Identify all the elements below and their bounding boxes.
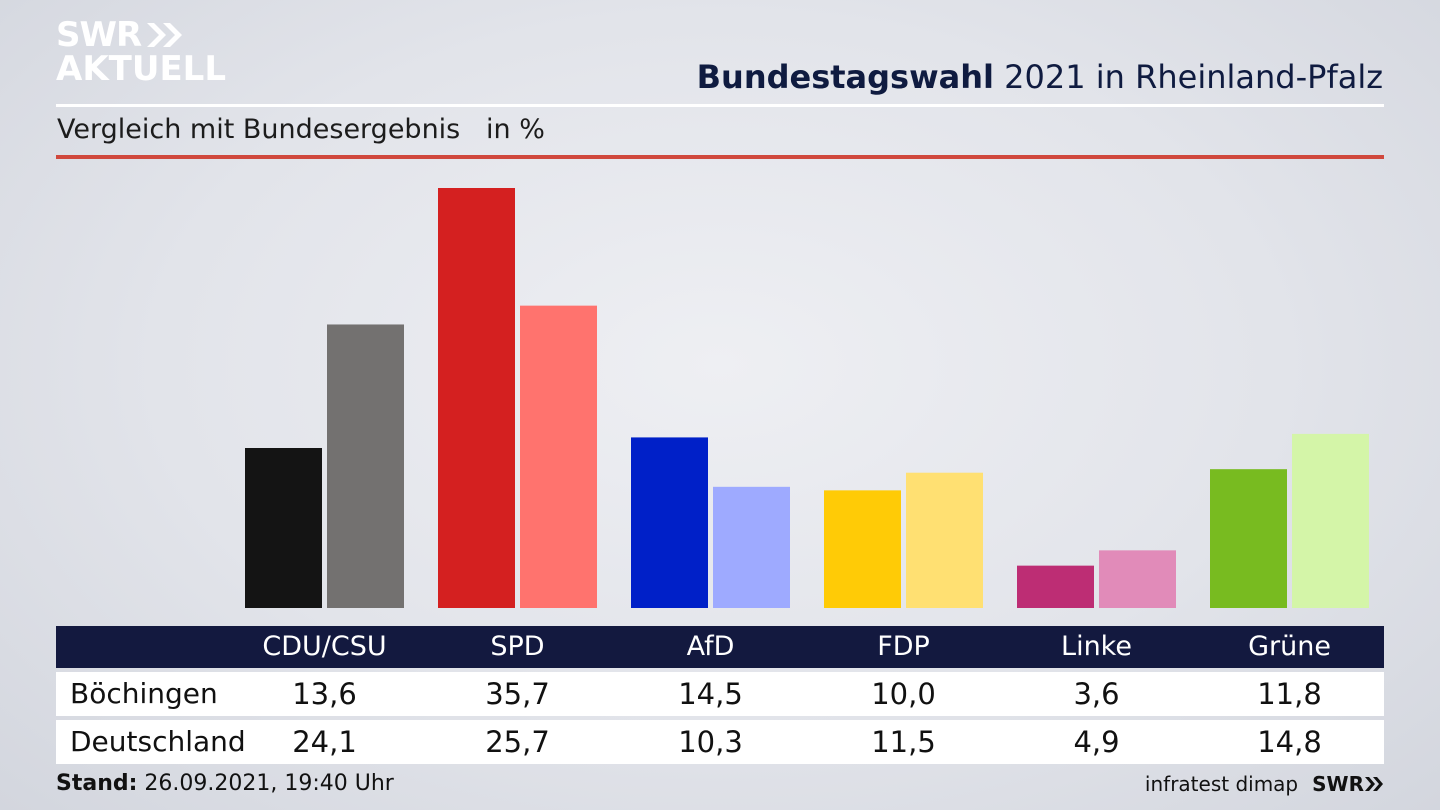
swr-aktuell-logo: SWR AKTUELL bbox=[56, 18, 226, 86]
value-cdu-csu-b-chingen: 13,6 bbox=[292, 677, 357, 711]
table-row-boechingen: Böchingen 13,6 35,7 14,5 10,0 3,6 11,8 bbox=[56, 672, 1384, 716]
table-row-deutschland: Deutschland 24,1 25,7 10,3 11,5 4,9 14,8 bbox=[56, 720, 1384, 764]
table-header-row: CDU/CSU SPD AfD FDP Linke Grüne bbox=[56, 626, 1384, 668]
logo-line1: SWR bbox=[56, 15, 142, 55]
value-gr-ne-b-chingen: 11,8 bbox=[1257, 677, 1322, 711]
value-linke-deutschland: 4,9 bbox=[1073, 725, 1120, 759]
bar-gr-ne-deutschland bbox=[1292, 433, 1369, 608]
double-chevron-icon bbox=[1365, 777, 1383, 791]
stand-label: Stand: bbox=[56, 771, 138, 796]
logo-line2: AKTUELL bbox=[56, 49, 227, 89]
value-linke-b-chingen: 3,6 bbox=[1073, 677, 1120, 711]
source-credit: infratest dimap SWR bbox=[1145, 772, 1384, 796]
bar-cdu-csu-deutschland bbox=[327, 324, 404, 608]
bar-afd-deutschland bbox=[713, 486, 790, 608]
header-divider bbox=[56, 104, 1384, 107]
chart-title: Bundestagswahl 2021 in Rheinland-Pfalz bbox=[697, 58, 1383, 96]
value-fdp-b-chingen: 10,0 bbox=[871, 677, 936, 711]
value-afd-deutschland: 10,3 bbox=[678, 725, 743, 759]
results-table: CDU/CSU SPD AfD FDP Linke Grüne Böchingen 13,… bbox=[56, 626, 1384, 764]
bar-afd-b-chingen bbox=[631, 437, 708, 608]
chart-subtitle: Vergleich mit Bundesergebnis in % bbox=[57, 114, 545, 145]
row-label: Deutschland bbox=[70, 725, 246, 758]
column-header-spd: SPD bbox=[490, 631, 545, 662]
column-header-afd: AfD bbox=[686, 631, 735, 662]
value-spd-deutschland: 25,7 bbox=[485, 725, 550, 759]
double-chevron-icon bbox=[147, 23, 183, 47]
bar-spd-b-chingen bbox=[438, 188, 515, 608]
subtitle-divider bbox=[56, 155, 1384, 159]
footer-swr-logo: SWR bbox=[1312, 772, 1384, 796]
bar-cdu-csu-b-chingen bbox=[245, 448, 322, 608]
bar-fdp-b-chingen bbox=[824, 490, 901, 608]
title-bold: Bundestagswahl bbox=[696, 58, 994, 96]
value-spd-b-chingen: 35,7 bbox=[485, 677, 550, 711]
bar-spd-deutschland bbox=[520, 305, 597, 608]
column-header-fdp: FDP bbox=[877, 631, 930, 662]
column-header-linke: Linke bbox=[1061, 631, 1132, 662]
bar-linke-deutschland bbox=[1099, 550, 1176, 608]
bar-gr-ne-b-chingen bbox=[1210, 469, 1287, 608]
value-fdp-deutschland: 11,5 bbox=[871, 725, 936, 759]
source-name: infratest dimap bbox=[1144, 772, 1299, 796]
value-gr-ne-deutschland: 14,8 bbox=[1257, 725, 1322, 759]
bar-fdp-deutschland bbox=[906, 472, 983, 608]
stand-value: 26.09.2021, 19:40 Uhr bbox=[137, 771, 394, 796]
title-rest: 2021 in Rheinland-Pfalz bbox=[994, 58, 1383, 96]
column-header-gr-ne: Grüne bbox=[1248, 631, 1331, 662]
column-header-cdu-csu: CDU/CSU bbox=[262, 631, 387, 662]
footer-logo-text: SWR bbox=[1312, 772, 1364, 796]
timestamp: Stand: 26.09.2021, 19:40 Uhr bbox=[56, 771, 394, 796]
bar-linke-b-chingen bbox=[1017, 565, 1094, 608]
value-cdu-csu-deutschland: 24,1 bbox=[292, 725, 357, 759]
value-afd-b-chingen: 14,5 bbox=[678, 677, 743, 711]
row-label: Böchingen bbox=[70, 677, 218, 710]
